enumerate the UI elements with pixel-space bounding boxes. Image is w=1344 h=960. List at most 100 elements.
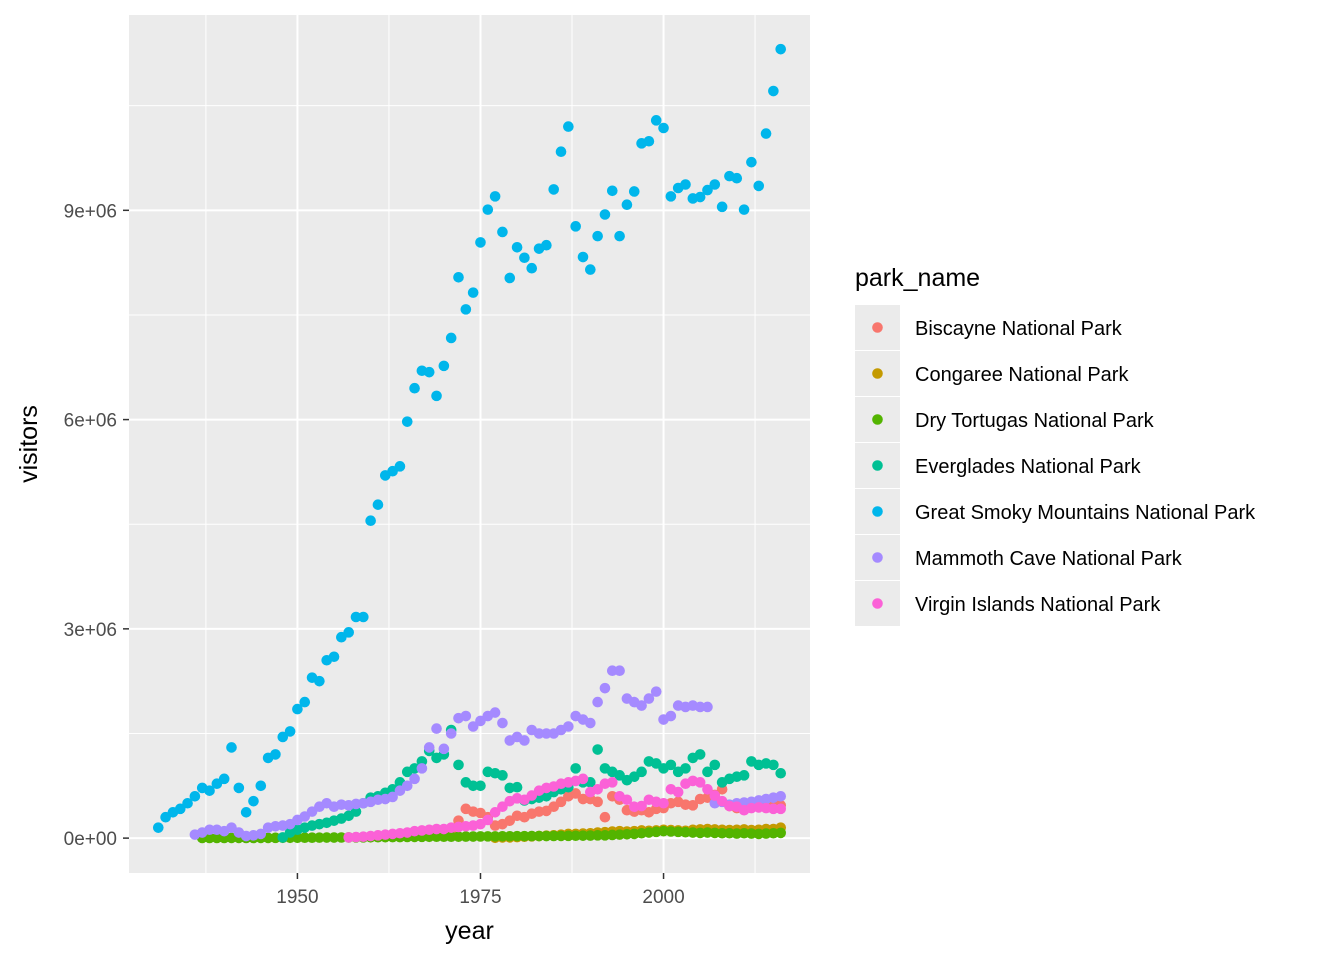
data-point [431, 723, 442, 734]
data-point [533, 728, 545, 739]
data-point [541, 239, 552, 251]
data-point [460, 831, 472, 842]
data-point [453, 831, 464, 842]
data-point [328, 651, 340, 663]
data-point [775, 827, 787, 839]
legend-label: Congaree National Park [915, 364, 1129, 386]
data-point [665, 759, 677, 771]
y-axis-ticks: 0e+00 3e+06 6e+06 9e+06 [64, 201, 129, 850]
data-point [292, 832, 303, 844]
legend-label: Everglades National Park [915, 456, 1142, 478]
x-axis-ticks: 1950 1975 2000 [276, 873, 685, 908]
data-point [504, 272, 516, 284]
grid-minor [129, 15, 810, 873]
data-point [467, 287, 479, 298]
data-point [768, 803, 779, 815]
series-points [152, 43, 787, 833]
data-point [672, 786, 684, 798]
data-point [570, 830, 581, 842]
data-point [570, 763, 581, 774]
data-point [526, 262, 538, 274]
data-point [467, 831, 479, 842]
data-point [358, 611, 369, 623]
data-point [592, 783, 603, 795]
data-point [189, 790, 201, 802]
data-point [445, 831, 457, 843]
data-point [577, 793, 589, 805]
data-point [614, 665, 625, 677]
data-point [775, 767, 787, 779]
data-point [643, 693, 655, 704]
data-point [658, 122, 669, 134]
x-tick-label: 1950 [276, 887, 318, 908]
data-point [650, 686, 662, 697]
data-point [211, 832, 223, 844]
data-point [401, 780, 413, 792]
legend-key-point [872, 598, 883, 609]
legend-label: Mammoth Cave National Park [915, 548, 1183, 570]
data-point [336, 832, 347, 843]
data-point [445, 728, 457, 739]
data-point [152, 822, 164, 833]
legend: park_name Biscayne National Park Congaree… [855, 264, 1256, 626]
data-point [628, 186, 640, 197]
data-point [570, 221, 581, 232]
data-point [174, 803, 186, 815]
data-point [570, 788, 581, 799]
data-point [775, 43, 787, 55]
data-point [255, 780, 267, 792]
data-point [738, 204, 750, 215]
data-point [343, 627, 354, 638]
data-point [592, 744, 603, 755]
data-point [292, 703, 303, 715]
data-point [702, 184, 713, 196]
data-point [350, 611, 362, 623]
legend-label: Virgin Islands National Park [915, 594, 1161, 616]
data-point [541, 728, 552, 739]
data-point [658, 797, 669, 809]
data-point [555, 146, 567, 158]
legend-key-point [872, 368, 883, 379]
data-point [702, 766, 713, 778]
data-point [511, 781, 523, 793]
data-point [497, 717, 508, 729]
data-point [533, 830, 545, 842]
data-point [409, 382, 420, 394]
data-point [431, 390, 442, 402]
data-point [226, 832, 237, 844]
data-point [284, 726, 296, 737]
data-point [555, 830, 567, 842]
data-point [563, 121, 574, 132]
data-points [152, 43, 787, 844]
data-point [504, 830, 516, 842]
data-point [240, 807, 252, 818]
data-point [592, 696, 603, 708]
data-point [255, 828, 267, 840]
data-point [665, 710, 677, 722]
data-point [643, 135, 655, 147]
data-point [694, 701, 706, 713]
data-point [314, 675, 325, 687]
data-point [585, 717, 596, 729]
data-point [497, 770, 508, 781]
data-point [218, 773, 230, 785]
data-point [467, 721, 479, 732]
data-point [482, 204, 494, 215]
y-tick-label: 0e+00 [64, 829, 117, 850]
data-point [372, 499, 384, 510]
data-point [585, 264, 596, 275]
data-point [460, 304, 472, 315]
data-point [592, 796, 603, 808]
data-point [453, 759, 464, 771]
data-point [365, 515, 376, 527]
data-point [233, 782, 245, 794]
data-point [182, 797, 193, 809]
data-point [306, 832, 318, 844]
data-point [489, 807, 501, 818]
data-point [204, 824, 215, 836]
data-point [680, 179, 691, 190]
data-point [489, 707, 501, 718]
legend-label: Great Smoky Mountains National Park [915, 502, 1256, 524]
data-point [394, 461, 406, 472]
